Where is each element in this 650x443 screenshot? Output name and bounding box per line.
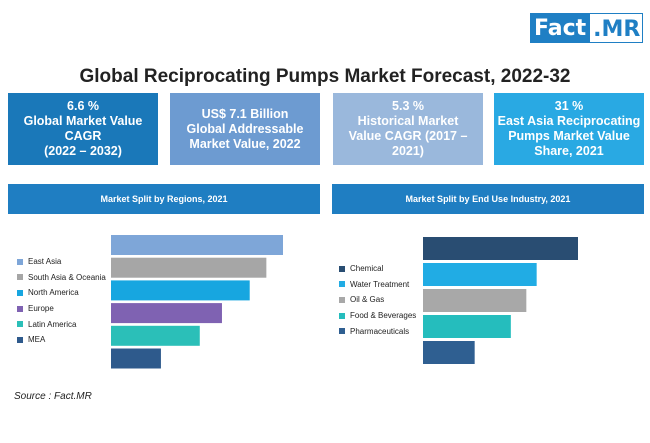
end-use-legend: Chemical Water Treatment Oil & Gas Food & B… [339,261,416,339]
kpi-line: Global Market Value [23,114,143,128]
legend-label: Food & Beverages [350,311,417,321]
kpi-line: Pumps Market Value [508,129,630,143]
bar-pharmaceuticals [423,341,475,364]
legend-item: Chemical [339,261,416,277]
kpi-card-cagr: 6.6 % Global Market Value CAGR (2022 – 2… [8,93,158,165]
legend-swatch [339,281,345,288]
legend-label: Oil & Gas [350,295,385,305]
legend-item: South Asia & Oceania [17,270,106,286]
legend-item: Latin America [17,316,106,332]
kpi-line: (2022 – 2032) [44,144,122,158]
legend-label: South Asia & Oceania [28,272,106,282]
legend-item: Water Treatment [339,277,416,293]
legend-label: North America [28,288,79,298]
bar-north-america [111,280,250,301]
legend-swatch [17,305,23,312]
legend-label: Water Treatment [350,279,410,289]
legend-swatch [17,321,23,328]
legend-item: Europe [17,301,106,317]
kpi-line: Historical Market [357,114,459,128]
kpi-line: 6.6 % [67,99,99,113]
bar-europe [111,303,222,324]
legend-label: MEA [28,335,46,345]
legend-swatch [339,328,345,335]
bar-east-asia [111,235,283,255]
bar-oil-gas [423,289,527,312]
legend-item: North America [17,285,106,301]
bar-latin-america [111,325,200,346]
legend-label: Latin America [28,319,77,329]
end-use-chart-title: Market Split by End Use Industry, 2021 [332,184,644,214]
kpi-line: 31 % [554,99,584,113]
legend-item: Oil & Gas [339,292,416,308]
kpi-line: 2021) [392,144,424,158]
legend-swatch [339,312,345,319]
legend-label: East Asia [28,257,62,267]
bar-mea [111,348,161,369]
bar-south-asia-oceania [111,257,267,278]
legend-item: Food & Beverages [339,308,416,324]
legend-swatch [339,265,345,272]
source-note: Source : Fact.MR [14,391,92,402]
kpi-card-historical-cagr: 5.3 % Historical Market Value CAGR (2017… [333,93,483,165]
kpi-line: Value CAGR (2017 – [348,129,468,143]
kpi-line: Global Addressable [186,121,304,136]
kpi-line: Market Value, 2022 [189,136,301,151]
kpi-card-east-asia-share: 31 % East Asia Reciprocating Pumps Marke… [494,93,644,165]
regions-legend: East Asia South Asia & Oceania North Ameri… [17,254,106,348]
logo-part-mr: .MR [590,13,644,43]
page-title: Global Reciprocating Pumps Market Foreca… [79,66,571,87]
legend-label: Pharmaceuticals [350,326,410,336]
legend-swatch [339,296,345,303]
bar-water-treatment [423,263,537,286]
regions-bar-chart [111,235,283,369]
legend-item: MEA [17,332,106,348]
bar-chemical [423,237,578,260]
legend-swatch [17,274,23,281]
legend-swatch [17,289,23,296]
factmr-logo: Fact .MR [530,13,644,43]
legend-item: East Asia [17,254,106,270]
regions-chart-title: Market Split by Regions, 2021 [8,184,320,214]
kpi-line: 5.3 % [392,99,424,113]
kpi-line: East Asia Reciprocating [497,114,641,128]
kpi-line: Share, 2021 [534,144,604,158]
legend-label: Europe [28,304,54,314]
legend-item: Pharmaceuticals [339,323,416,339]
logo-part-fact: Fact [530,13,591,43]
bar-food-beverages [423,315,511,338]
legend-swatch [17,336,23,343]
kpi-line: CAGR [64,129,102,143]
legend-swatch [17,258,23,265]
legend-label: Chemical [350,264,384,274]
end-use-bar-chart [423,237,578,364]
kpi-line: US$ 7.1 Billion [201,106,289,121]
kpi-card-market-value: US$ 7.1 Billion Global Addressable Marke… [170,93,320,165]
